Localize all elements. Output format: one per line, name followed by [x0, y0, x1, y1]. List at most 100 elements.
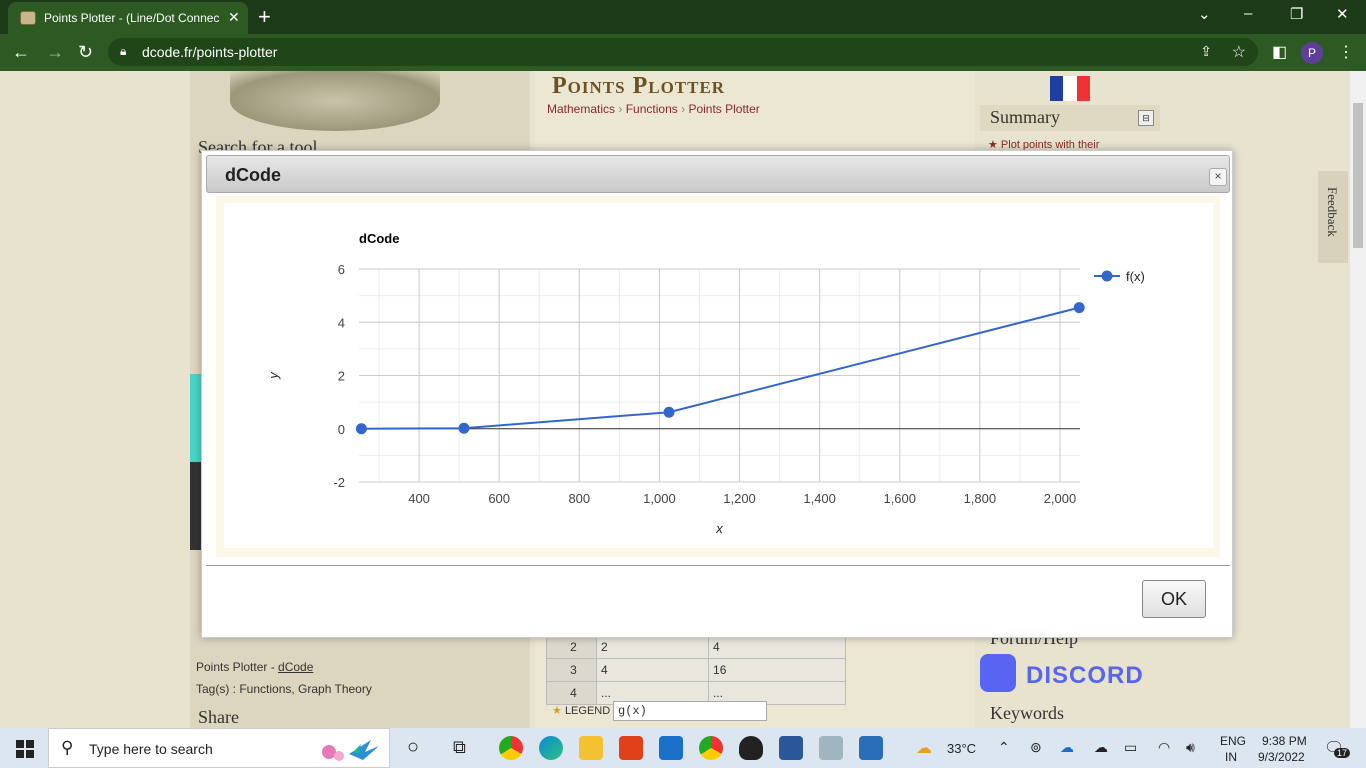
breadcrumb-item[interactable]: Points Plotter — [688, 102, 760, 116]
x-tick-label: 1,200 — [723, 491, 756, 506]
y-tick-label: 6 — [338, 262, 345, 277]
close-window-button[interactable]: ✕ — [1336, 6, 1349, 23]
profile-avatar[interactable]: P — [1301, 42, 1323, 64]
office-icon[interactable] — [619, 736, 643, 760]
language-line1[interactable]: ENG — [1220, 734, 1247, 748]
forward-button[interactable]: → — [46, 42, 64, 62]
dialog-divider — [206, 565, 1230, 566]
photos-icon[interactable] — [859, 736, 883, 760]
x-tick-label: 600 — [488, 491, 510, 506]
onedrive-icon[interactable]: ☁ — [1060, 739, 1074, 755]
tab-close-icon[interactable]: ✕ — [228, 9, 240, 25]
y-tick-label: 4 — [338, 315, 345, 330]
chrome-profile-icon[interactable] — [499, 736, 523, 760]
hummingbird-illustration — [322, 740, 379, 761]
table-cell[interactable]: ... — [708, 681, 846, 705]
side-panel-icon[interactable]: ◧ — [1272, 44, 1288, 61]
breadcrumb-item[interactable]: Functions — [625, 102, 678, 116]
table-cell: 3 — [546, 658, 597, 682]
discord-link[interactable]: DISCORD — [980, 654, 1143, 694]
star-icon: ★ — [552, 705, 562, 717]
share-icon[interactable]: ⇪ — [1200, 43, 1212, 59]
reload-button[interactable]: ↻ — [78, 42, 94, 62]
dialog-close-button[interactable]: × — [1209, 168, 1227, 186]
mail-icon[interactable] — [659, 736, 683, 760]
word-icon[interactable] — [779, 736, 803, 760]
legend-marker — [1101, 270, 1113, 282]
url-text: dcode.fr/points-plotter — [142, 44, 278, 60]
bookmark-star-icon[interactable]: ☆ — [1231, 44, 1246, 61]
file-explorer-icon[interactable] — [579, 736, 603, 760]
page-scrollbar[interactable] — [1350, 71, 1366, 728]
temperature[interactable]: 33°C — [947, 741, 977, 756]
edge-icon[interactable] — [539, 736, 563, 760]
language-line2[interactable]: IN — [1225, 750, 1237, 764]
table-cell[interactable]: 16 — [708, 658, 846, 682]
app-icon[interactable] — [819, 736, 843, 760]
legend-label: LEGEND — [564, 705, 611, 717]
source-line: Points Plotter - dCode — [196, 660, 313, 674]
browser-tab[interactable]: Points Plotter - (Line/Dot Connec ✕ — [8, 2, 248, 34]
table-cell: 2 — [546, 635, 597, 659]
table-cell[interactable]: 4 — [708, 635, 846, 659]
volume-icon[interactable]: 🔊︎ — [1186, 739, 1195, 755]
scrollbar-thumb[interactable] — [1353, 103, 1363, 248]
table-cell[interactable]: 2 — [595, 635, 710, 659]
x-tick-label: 1,800 — [964, 491, 997, 506]
summary-item[interactable]: ★ Plot points with their — [988, 139, 1100, 151]
breadcrumb-item[interactable]: Mathematics — [547, 102, 616, 116]
dialog-titlebar[interactable]: dCode × — [206, 155, 1230, 193]
legend-input[interactable]: g(x) — [613, 701, 767, 721]
dcode-logo[interactable] — [230, 71, 440, 131]
table-cell[interactable]: 4 — [595, 658, 710, 682]
battery-icon[interactable]: ▭ — [1124, 739, 1138, 755]
meet-now-icon[interactable]: ⊚ — [1030, 739, 1042, 755]
weather-icon[interactable]: ☁ — [916, 740, 932, 757]
page-title: Points Plotter — [552, 73, 726, 99]
chrome-icon[interactable] — [699, 736, 723, 760]
address-bar[interactable]: 🔒︎ dcode.fr/points-plotter ⇪ ☆ — [108, 38, 1258, 66]
legend-label: f(x) — [1126, 269, 1145, 284]
data-point — [1073, 302, 1085, 314]
summary-label: Summary — [990, 107, 1060, 127]
x-tick-label: 1,000 — [643, 491, 676, 506]
new-tab-button[interactable]: + — [258, 4, 271, 29]
wifi-icon[interactable]: ◠ — [1158, 739, 1171, 755]
x-tick-label: 400 — [408, 491, 430, 506]
taskbar-search[interactable]: ⚲ Type here to search — [48, 728, 390, 768]
tags-line: Tag(s) : Functions, Graph Theory — [196, 682, 372, 696]
dcode-link[interactable]: dCode — [278, 660, 314, 674]
linux-penguin-icon[interactable] — [739, 736, 763, 760]
table-row: 3 4 16 — [546, 658, 846, 682]
clock-time[interactable]: 9:38 PM — [1262, 734, 1307, 748]
y-tick-label: -2 — [333, 475, 345, 490]
collapse-icon[interactable]: ⊟ — [1138, 110, 1154, 126]
y-tick-label: 2 — [338, 369, 345, 384]
table-row: 4 ... ... — [546, 681, 846, 705]
cortana-icon[interactable]: ○ — [407, 736, 420, 758]
windows-start-icon[interactable] — [16, 740, 34, 758]
menu-icon[interactable]: ⋮ — [1338, 44, 1354, 61]
search-icon: ⚲ — [61, 738, 74, 757]
back-button[interactable]: ← — [12, 42, 30, 62]
data-point — [355, 423, 367, 435]
data-point — [663, 406, 675, 418]
chart-dialog: dCode × 400 600 800 1,000 1,200 1,400 1,600 1,8… — [201, 150, 1233, 638]
restore-button[interactable]: ❐ — [1290, 6, 1304, 23]
task-view-icon[interactable]: ⧉ — [453, 737, 466, 757]
clock-date[interactable]: 9/3/2022 — [1258, 750, 1305, 764]
x-tick-label: 1,600 — [883, 491, 916, 506]
show-hidden-icons-icon[interactable]: ⌃ — [998, 739, 1010, 755]
tab-search-icon[interactable]: ⌄ — [1198, 6, 1211, 23]
browser-tab-bar: Points Plotter - (Line/Dot Connec ✕ + ⌄ … — [0, 0, 1366, 34]
series-line — [361, 306, 1080, 430]
feedback-tab[interactable]: Feedback — [1318, 171, 1348, 263]
lock-icon[interactable]: 🔒︎ — [120, 44, 127, 58]
ok-button[interactable]: OK — [1142, 580, 1206, 618]
minimize-button[interactable]: – — [1244, 5, 1253, 22]
x-tick-label: 1,400 — [803, 491, 836, 506]
cloud-icon[interactable]: ☁ — [1094, 739, 1108, 755]
french-flag-icon[interactable] — [1050, 76, 1090, 101]
summary-header: Summary ⊟ — [980, 105, 1160, 131]
points-table: 2 2 4 3 4 16 4 ... ... — [546, 635, 846, 705]
